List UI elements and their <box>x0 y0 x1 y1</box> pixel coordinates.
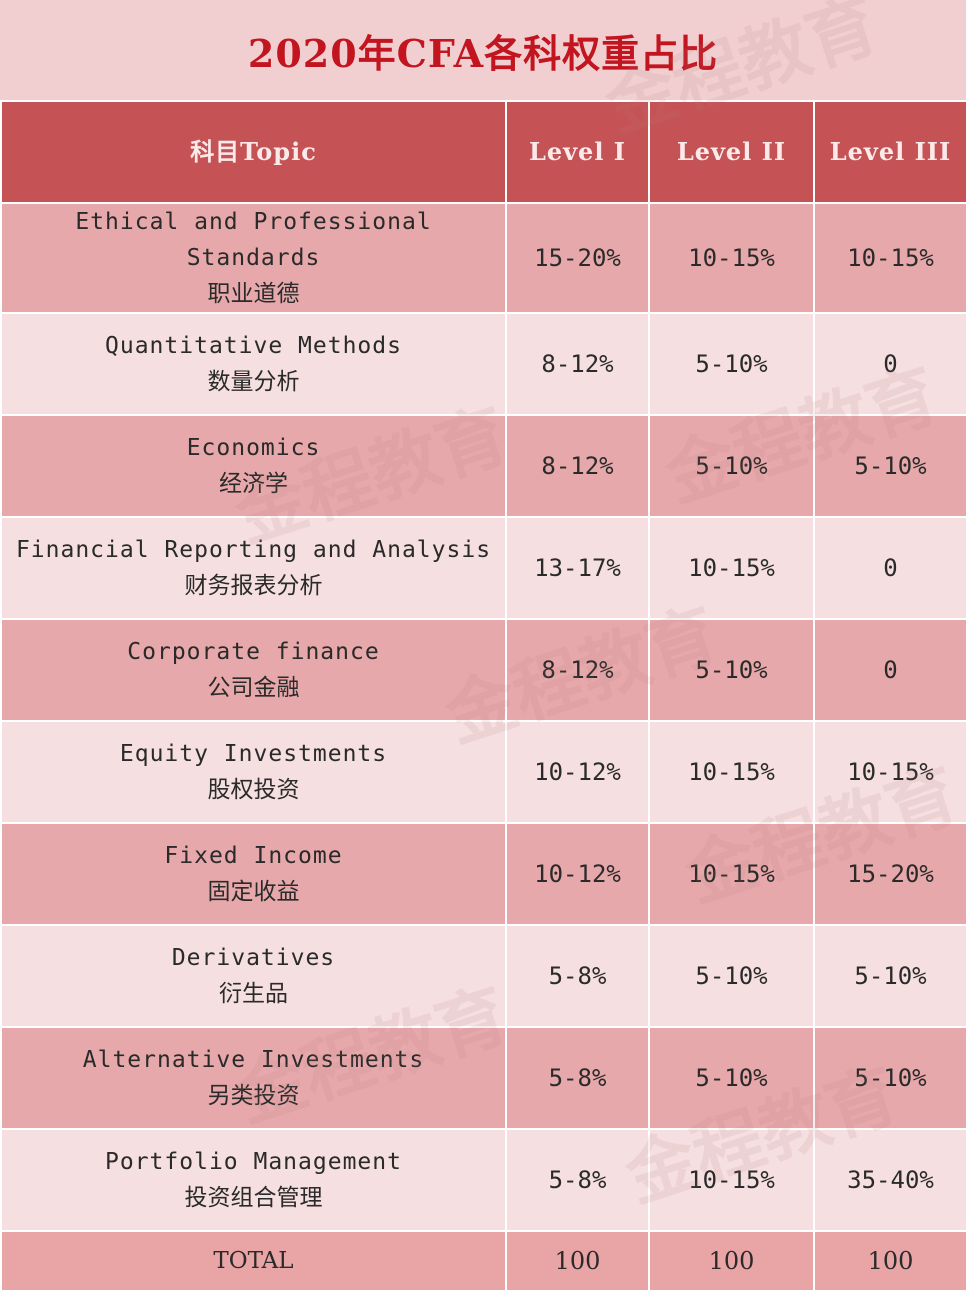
level-1-value: 10-12% <box>505 720 650 824</box>
level-2-value: 5-10% <box>648 924 815 1028</box>
total-row: TOTAL 100 100 100 <box>0 1230 966 1292</box>
header-level-3: Level III <box>813 100 966 204</box>
level-1-value: 5-8% <box>505 924 650 1028</box>
level-3-value: 35-40% <box>813 1128 966 1232</box>
topic-cell: Economics 经济学 <box>0 414 507 518</box>
topic-zh: 财务报表分析 <box>184 573 323 599</box>
topic-cell: Equity Investments 股权投资 <box>0 720 507 824</box>
topic-en: Economics <box>186 435 321 461</box>
level-2-value: 5-10% <box>648 618 815 722</box>
topic-zh: 衍生品 <box>219 981 288 1007</box>
topic-en: Fixed Income <box>164 843 343 869</box>
topic-en: Quantitative Methods <box>105 333 402 359</box>
level-3-value: 10-15% <box>813 720 966 824</box>
level-2-value: 5-10% <box>648 1026 815 1130</box>
header-topic: 科目Topic <box>0 100 507 204</box>
total-level-3: 100 <box>813 1230 966 1292</box>
total-label: TOTAL <box>0 1230 507 1292</box>
level-1-value: 15-20% <box>505 202 650 314</box>
total-level-2: 100 <box>648 1230 815 1292</box>
level-3-value: 5-10% <box>813 1026 966 1130</box>
level-3-value: 5-10% <box>813 924 966 1028</box>
topic-cell: Fixed Income 固定收益 <box>0 822 507 926</box>
topic-cell: Derivatives 衍生品 <box>0 924 507 1028</box>
table-header-row: 科目Topic Level I Level II Level III <box>0 100 966 204</box>
level-1-value: 8-12% <box>505 618 650 722</box>
table-row: Financial Reporting and Analysis 财务报表分析 1… <box>0 516 966 620</box>
table-row: Alternative Investments 另类投资 5-8% 5-10% 5… <box>0 1026 966 1130</box>
level-2-value: 10-15% <box>648 1128 815 1232</box>
topic-zh: 经济学 <box>219 471 288 497</box>
topic-en: Portfolio Management <box>105 1149 402 1175</box>
level-2-value: 5-10% <box>648 414 815 518</box>
level-2-value: 10-15% <box>648 720 815 824</box>
table-row: Equity Investments 股权投资 10-12% 10-15% 10-… <box>0 720 966 824</box>
topic-cell: Alternative Investments 另类投资 <box>0 1026 507 1130</box>
topic-zh: 投资组合管理 <box>184 1185 323 1211</box>
topic-en: Financial Reporting and Analysis <box>15 537 492 563</box>
level-2-value: 10-15% <box>648 516 815 620</box>
topic-cell: Financial Reporting and Analysis 财务报表分析 <box>0 516 507 620</box>
level-1-value: 5-8% <box>505 1026 650 1130</box>
level-3-value: 0 <box>813 516 966 620</box>
level-3-value: 0 <box>813 312 966 416</box>
table-row: Portfolio Management 投资组合管理 5-8% 10-15% 3… <box>0 1128 966 1232</box>
total-level-1: 100 <box>505 1230 650 1292</box>
page-title: 2020年CFA各科权重占比 <box>0 0 966 100</box>
level-3-value: 0 <box>813 618 966 722</box>
topic-zh: 数量分析 <box>207 369 300 395</box>
table-row: Quantitative Methods 数量分析 8-12% 5-10% 0 <box>0 312 966 416</box>
table-row: Ethical and Professional Standards 职业道德 1… <box>0 202 966 314</box>
header-level-1: Level I <box>505 100 650 204</box>
topic-zh: 公司金融 <box>207 675 300 701</box>
topic-en: Alternative Investments <box>82 1047 425 1073</box>
topic-en: Derivatives <box>171 945 336 971</box>
topic-zh: 职业道德 <box>207 281 300 307</box>
header-level-2: Level II <box>648 100 815 204</box>
table-row: Economics 经济学 8-12% 5-10% 5-10% <box>0 414 966 518</box>
topic-cell: Ethical and Professional Standards 职业道德 <box>0 202 507 314</box>
topic-en: Corporate finance <box>127 639 380 665</box>
level-1-value: 8-12% <box>505 414 650 518</box>
table-row: Corporate finance 公司金融 8-12% 5-10% 0 <box>0 618 966 722</box>
topic-cell: Portfolio Management 投资组合管理 <box>0 1128 507 1232</box>
level-1-value: 10-12% <box>505 822 650 926</box>
level-1-value: 13-17% <box>505 516 650 620</box>
topic-cell: Quantitative Methods 数量分析 <box>0 312 507 416</box>
topic-zh: 固定收益 <box>207 879 300 905</box>
cfa-weight-table: 科目Topic Level I Level II Level III Ethic… <box>0 100 966 1292</box>
topic-zh: 另类投资 <box>207 1083 300 1109</box>
table-row: Derivatives 衍生品 5-8% 5-10% 5-10% <box>0 924 966 1028</box>
level-3-value: 5-10% <box>813 414 966 518</box>
topic-en: Equity Investments <box>119 741 388 767</box>
topic-zh: 股权投资 <box>207 777 300 803</box>
level-1-value: 5-8% <box>505 1128 650 1232</box>
level-1-value: 8-12% <box>505 312 650 416</box>
level-2-value: 5-10% <box>648 312 815 416</box>
topic-cell: Corporate finance 公司金融 <box>0 618 507 722</box>
table-row: Fixed Income 固定收益 10-12% 10-15% 15-20% <box>0 822 966 926</box>
level-2-value: 10-15% <box>648 822 815 926</box>
level-2-value: 10-15% <box>648 202 815 314</box>
level-3-value: 15-20% <box>813 822 966 926</box>
level-3-value: 10-15% <box>813 202 966 314</box>
topic-en: Ethical and Professional Standards <box>75 209 432 271</box>
